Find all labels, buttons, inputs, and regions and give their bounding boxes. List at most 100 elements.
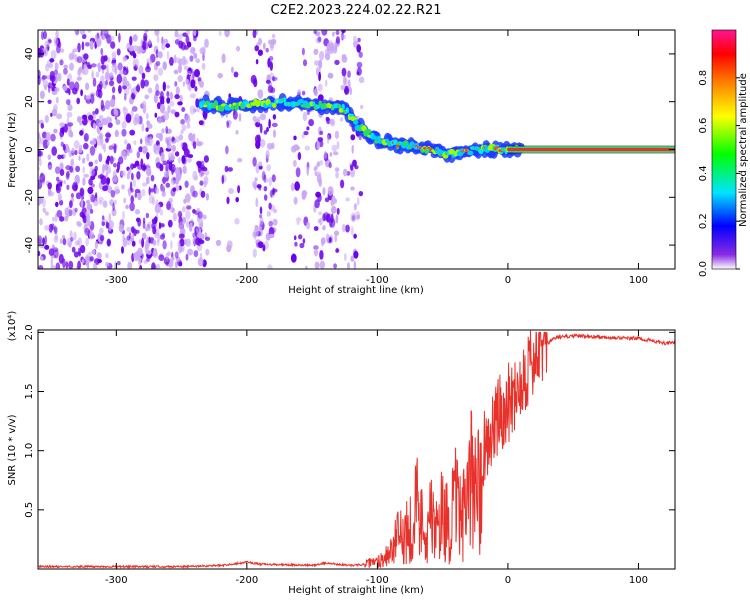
noise-speckle — [172, 187, 177, 192]
noise-speckle — [199, 239, 205, 244]
noise-speckle — [342, 30, 345, 34]
noise-speckle — [110, 41, 116, 49]
noise-speckle — [252, 248, 257, 258]
noise-speckle — [343, 168, 348, 177]
noise-speckle — [123, 66, 127, 71]
noise-speckle — [38, 69, 41, 79]
noise-speckle — [322, 226, 326, 231]
noise-speckle — [142, 217, 146, 224]
noise-speckle — [185, 35, 190, 45]
noise-speckle — [352, 159, 357, 167]
spectrogram-y-tick-label: 20 — [24, 95, 35, 108]
noise-speckle — [144, 243, 149, 254]
noise-speckle — [97, 62, 101, 73]
noise-speckle — [203, 112, 208, 120]
noise-speckle — [267, 264, 273, 269]
noise-speckle — [253, 78, 258, 88]
noise-speckle — [111, 86, 116, 94]
noise-speckle — [163, 111, 170, 121]
noise-speckle — [153, 74, 159, 82]
noise-speckle — [59, 199, 64, 206]
noise-speckle — [252, 115, 257, 122]
noise-speckle — [92, 122, 97, 129]
noise-speckle — [148, 186, 151, 196]
noise-speckle — [97, 258, 102, 264]
spectrogram-y-tick-label: -40 — [24, 237, 35, 253]
noise-speckle — [159, 208, 164, 216]
noise-speckle — [183, 65, 189, 71]
tone-core-blob — [341, 103, 345, 110]
noise-speckle — [185, 253, 189, 261]
noise-speckle — [332, 31, 335, 37]
noise-speckle — [172, 232, 176, 238]
noise-speckle — [131, 172, 134, 181]
noise-speckle — [86, 199, 91, 205]
noise-speckle — [138, 239, 142, 245]
tone-core-blob — [213, 100, 218, 107]
noise-speckle — [55, 96, 59, 104]
noise-speckle — [340, 34, 346, 40]
noise-speckle — [197, 77, 202, 82]
noise-speckle — [353, 260, 356, 269]
noise-speckle — [166, 84, 170, 89]
noise-speckle — [178, 58, 183, 66]
noise-speckle — [99, 200, 103, 205]
noise-speckle — [152, 226, 157, 235]
noise-speckle — [160, 152, 165, 162]
noise-speckle — [319, 160, 324, 166]
tone-core-blob — [265, 98, 271, 106]
noise-speckle — [169, 91, 173, 100]
noise-speckle — [47, 164, 53, 171]
noise-speckle — [356, 197, 360, 206]
noise-speckle — [39, 90, 45, 100]
noise-speckle — [74, 30, 77, 33]
tone-core-blob — [478, 148, 484, 155]
noise-speckle — [44, 84, 47, 91]
colorbar — [711, 29, 737, 270]
noise-speckle — [100, 47, 104, 56]
noise-speckle — [257, 49, 263, 56]
noise-speckle — [184, 114, 191, 124]
noise-speckle — [87, 30, 92, 33]
noise-speckle — [160, 91, 164, 99]
noise-speckle — [72, 48, 79, 53]
noise-speckle — [255, 197, 259, 208]
noise-speckle — [318, 59, 323, 69]
noise-speckle — [103, 55, 108, 62]
noise-speckle — [100, 75, 105, 83]
noise-speckle — [141, 232, 147, 240]
noise-speckle — [186, 122, 191, 129]
noise-speckle — [114, 185, 120, 195]
figure-title: C2E2.2023.224.02.22.R21 — [270, 3, 441, 18]
noise-speckle — [178, 233, 185, 239]
noise-speckle — [38, 150, 44, 157]
noise-speckle — [76, 221, 82, 226]
noise-speckle — [89, 167, 95, 177]
noise-speckle — [105, 132, 112, 138]
noise-speckle — [62, 258, 66, 269]
noise-speckle — [115, 119, 121, 125]
noise-speckle — [140, 138, 143, 145]
noise-speckle — [304, 145, 311, 151]
noise-speckle — [55, 30, 59, 38]
noise-speckle — [146, 152, 150, 160]
noise-speckle — [107, 72, 114, 79]
noise-speckle — [301, 47, 305, 56]
noise-speckle — [66, 184, 70, 190]
noise-speckle — [154, 186, 159, 195]
tone-track-layer — [197, 93, 675, 164]
noise-speckle — [255, 163, 260, 174]
noise-speckle — [82, 114, 88, 120]
noise-speckle — [303, 131, 309, 136]
noise-speckle — [326, 135, 330, 144]
noise-speckle — [113, 143, 117, 154]
noise-speckle — [226, 120, 229, 128]
noise-speckle — [147, 136, 153, 147]
noise-speckle — [161, 232, 165, 238]
noise-speckle — [296, 221, 300, 225]
noise-speckle — [100, 104, 106, 112]
noise-speckle — [264, 240, 270, 250]
noise-speckle — [192, 47, 196, 52]
noise-speckle — [165, 162, 169, 173]
